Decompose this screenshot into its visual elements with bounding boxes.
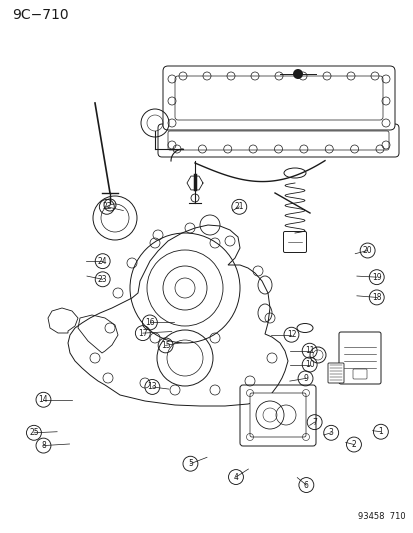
FancyBboxPatch shape [283,231,306,253]
Text: 11: 11 [304,346,313,355]
FancyBboxPatch shape [240,385,315,446]
Circle shape [292,69,302,79]
Text: 3: 3 [328,429,333,437]
FancyBboxPatch shape [249,393,305,437]
Text: 13: 13 [147,383,157,391]
Text: 25: 25 [29,429,39,437]
FancyBboxPatch shape [327,363,343,383]
FancyBboxPatch shape [158,124,398,157]
Text: 17: 17 [138,329,147,337]
Text: 9: 9 [302,374,307,383]
Text: 9C−710: 9C−710 [12,8,69,22]
Text: 20: 20 [362,246,372,255]
Text: 12: 12 [286,330,295,339]
Text: 1: 1 [377,427,382,436]
Text: 15: 15 [160,341,170,350]
Text: 93458  710: 93458 710 [358,512,405,521]
Text: 16: 16 [145,318,154,327]
FancyBboxPatch shape [168,131,388,150]
Text: 23: 23 [97,275,107,284]
Text: 21: 21 [234,203,243,211]
Text: 4: 4 [233,473,238,481]
Text: 18: 18 [371,293,380,302]
FancyBboxPatch shape [163,66,394,130]
Text: 24: 24 [97,257,107,265]
Text: 6: 6 [303,481,308,489]
Text: 8: 8 [41,441,46,450]
FancyBboxPatch shape [175,76,382,120]
Text: 2: 2 [351,440,356,449]
Text: 7: 7 [311,418,316,426]
FancyBboxPatch shape [352,369,366,379]
FancyBboxPatch shape [338,332,380,384]
Text: 19: 19 [371,273,381,281]
Text: 22: 22 [102,203,111,211]
Text: 14: 14 [38,395,48,404]
Text: 10: 10 [304,360,314,369]
Text: 5: 5 [188,459,192,468]
